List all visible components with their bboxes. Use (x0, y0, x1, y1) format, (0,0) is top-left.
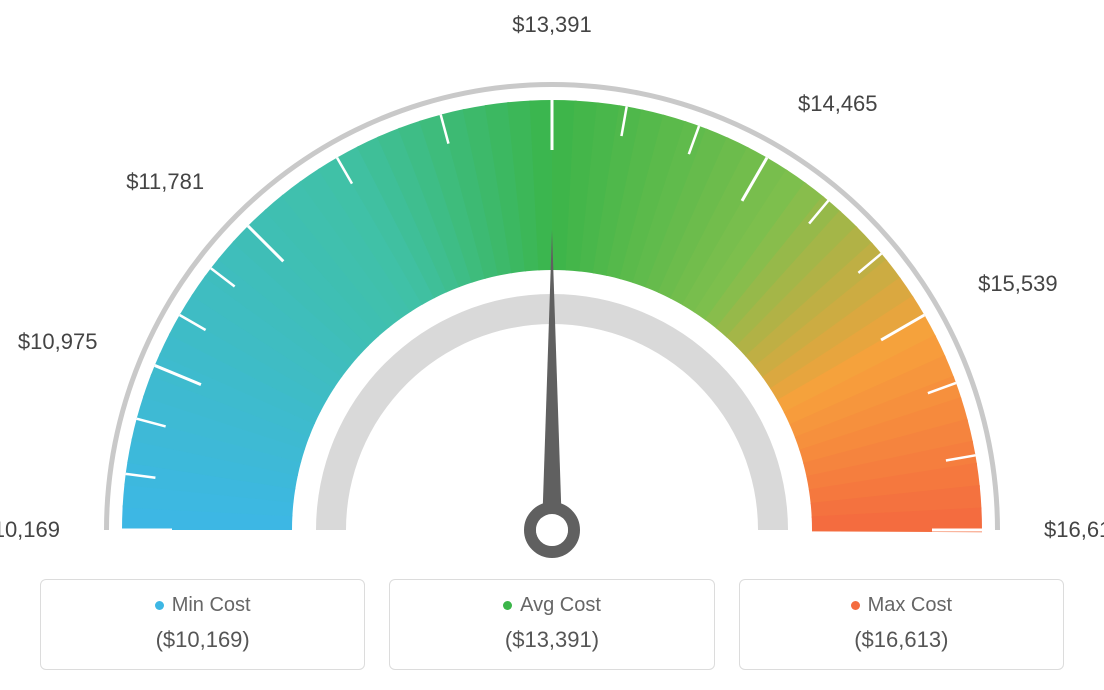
max-cost-value: ($16,613) (750, 627, 1053, 653)
max-cost-title: Max Cost (851, 594, 952, 617)
max-cost-label: Max Cost (868, 594, 952, 617)
gauge-tick-label: $13,391 (512, 12, 592, 38)
gauge-tick-label: $11,781 (126, 169, 204, 195)
gauge-tick-label: $15,539 (978, 271, 1058, 297)
gauge-tick-label: $14,465 (798, 91, 878, 117)
dot-icon (503, 601, 512, 610)
max-cost-card: Max Cost ($16,613) (739, 579, 1064, 670)
min-cost-card: Min Cost ($10,169) (40, 579, 365, 670)
avg-cost-title: Avg Cost (503, 594, 601, 617)
gauge-svg (0, 0, 1104, 560)
min-cost-label: Min Cost (172, 594, 251, 617)
avg-cost-label: Avg Cost (520, 594, 601, 617)
gauge-tick-label: $10,975 (18, 329, 98, 355)
stats-row: Min Cost ($10,169) Avg Cost ($13,391) Ma… (40, 579, 1064, 670)
avg-cost-value: ($13,391) (400, 627, 703, 653)
avg-cost-card: Avg Cost ($13,391) (389, 579, 714, 670)
min-cost-title: Min Cost (155, 594, 251, 617)
gauge-tick-label: $16,613 (1044, 517, 1104, 543)
dot-icon (851, 601, 860, 610)
gauge-tick-label: $10,169 (0, 517, 60, 543)
cost-gauge: $10,169 $10,975 $11,781 $13,391 $14,465 $15,5… (0, 0, 1104, 560)
dot-icon (155, 601, 164, 610)
min-cost-value: ($10,169) (51, 627, 354, 653)
